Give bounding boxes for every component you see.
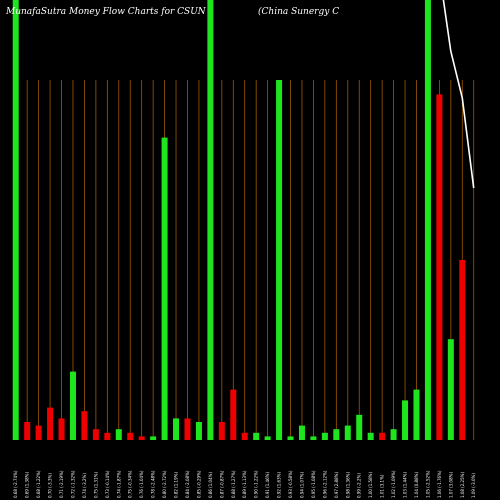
x-tick-label: 0.75 (1.31%) — [93, 472, 98, 498]
x-tick-label: 0.88 (-1.27%) — [231, 470, 236, 498]
x-tick-label: 1.09 (-3.0%) — [471, 473, 476, 498]
x-tick-label: 0.86 (1.04%) — [208, 472, 213, 498]
inflow-bar — [69, 371, 76, 440]
x-tick-label: 0.92 (1.63%) — [277, 472, 282, 498]
inflow-bar — [150, 436, 157, 440]
inflow-bar — [298, 425, 305, 440]
chart-subtitle: (China Sunergy C — [258, 6, 339, 17]
inflow-bar — [424, 0, 431, 440]
x-tick-label: 1.07 (3.08%) — [448, 472, 453, 498]
x-tick-label: 0.82 (1.19%) — [174, 472, 179, 498]
inflow-bar — [207, 0, 214, 440]
inflow-bar — [310, 436, 317, 440]
outflow-bar — [92, 429, 99, 440]
x-tick-label: 1.01 (3.1%) — [380, 474, 385, 498]
outflow-bar — [58, 418, 65, 440]
x-tick-label: 0.75 (-0.34%) — [128, 470, 133, 498]
x-tick-label: 0.84 (-2.08%) — [185, 470, 190, 498]
x-tick-label: 0.74 (-3.2%) — [82, 473, 87, 498]
x-tick-label: 0.70 (-3.3%) — [48, 473, 53, 498]
outflow-bar — [379, 432, 386, 440]
price-line — [442, 0, 475, 189]
grid-lines — [15, 80, 475, 440]
x-tick-label: 0.76 (-1.04%) — [139, 470, 144, 498]
x-tick-label: 0.80 (-2.72%) — [162, 470, 167, 498]
outflow-bar — [127, 432, 134, 440]
outflow-bar — [47, 407, 54, 440]
inflow-bar — [276, 80, 283, 440]
x-tick-label: 1.00 (1.58%) — [368, 472, 373, 498]
price-trend-line — [442, 0, 475, 189]
x-tick-label: 1.08 (2.25%) — [460, 472, 465, 498]
x-tick-label: 0.97 (2.88%) — [334, 472, 339, 498]
outflow-bar — [81, 411, 88, 440]
inflow-bar — [447, 339, 454, 440]
x-tick-label: 0.72 (-1.32%) — [70, 470, 75, 498]
x-tick-label: 0.99 (-2.2%) — [357, 473, 362, 498]
x-tick-labels: 0.68 (-2.74%) 0.69 (1.38%) 0.68 (-1.22%) 0.… — [13, 470, 476, 498]
inflow-bar — [413, 389, 420, 440]
x-tick-label: 0.78 (-2.48%) — [151, 470, 156, 498]
x-tick-label: 0.73 (-0.14%) — [105, 470, 110, 498]
outflow-bar — [230, 389, 237, 440]
x-tick-label: 0.71 (-2.19%) — [59, 470, 64, 498]
x-tick-label: 0.94 (1.07%) — [299, 472, 304, 498]
inflow-bar — [173, 418, 180, 440]
x-tick-label: 0.68 (-2.74%) — [13, 470, 18, 498]
inflow-bar — [253, 432, 260, 440]
inflow-bar — [115, 429, 122, 440]
chart-title: MunafaSutra Money Flow Charts for CSUN — [5, 7, 207, 17]
inflow-bar — [333, 429, 340, 440]
inflow-bar — [195, 422, 202, 440]
bars — [12, 0, 466, 441]
outflow-bar — [138, 436, 145, 440]
outflow-bar — [184, 418, 191, 440]
x-tick-label: 0.95 (-1.08%) — [311, 470, 316, 498]
x-tick-label: 0.89 (-1.13%) — [242, 470, 247, 498]
x-tick-label: 1.04 (0.88%) — [414, 472, 419, 498]
inflow-bar — [161, 137, 168, 440]
inflow-bar — [390, 429, 397, 440]
x-tick-label: 0.93 (-0.58%) — [288, 470, 293, 498]
outflow-bar — [24, 422, 31, 440]
x-tick-label: 0.96 (-2.12%) — [322, 470, 327, 498]
x-tick-label: 0.90 (-1.22%) — [254, 470, 259, 498]
x-tick-label: 0.87 (-0.87%) — [219, 470, 224, 498]
inflow-bar — [367, 432, 374, 440]
inflow-bar — [12, 0, 19, 440]
x-tick-label: 0.74 (-1.87%) — [116, 470, 121, 498]
x-tick-label: 1.05 (-2.52%) — [425, 470, 430, 498]
inflow-bar — [356, 414, 363, 440]
x-tick-label: 0.69 (1.38%) — [25, 472, 30, 498]
outflow-bar — [241, 432, 248, 440]
outflow-bar — [35, 425, 42, 440]
outflow-bar — [104, 432, 111, 440]
x-tick-label: 1.06 (-1.76%) — [437, 470, 442, 498]
outflow-bar — [436, 94, 443, 441]
x-tick-label: 0.98 (1.36%) — [345, 472, 350, 498]
outflow-bar — [459, 260, 466, 440]
x-tick-label: 0.85 (-0.29%) — [196, 470, 201, 498]
x-tick-label: 0.91 (1.46%) — [265, 472, 270, 498]
inflow-bar — [287, 436, 294, 440]
outflow-bar — [218, 422, 225, 440]
inflow-bar — [321, 432, 328, 440]
x-tick-label: 1.03 (1.44%) — [403, 472, 408, 498]
inflow-bar — [402, 400, 409, 440]
inflow-bar — [264, 436, 271, 440]
x-tick-label: 1.02 (-1.09%) — [391, 470, 396, 498]
x-tick-label: 0.68 (-1.22%) — [36, 470, 41, 498]
inflow-bar — [344, 425, 351, 440]
